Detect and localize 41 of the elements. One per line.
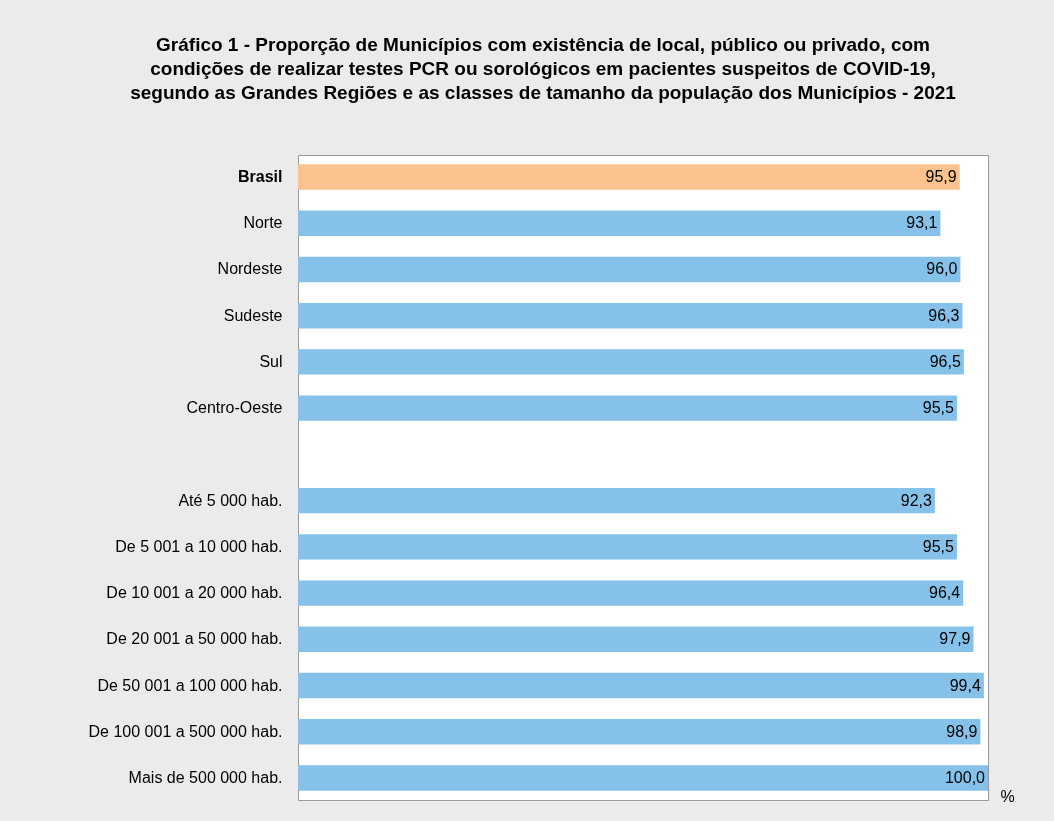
data-label: 95,5 <box>922 537 955 555</box>
y-tick-label: Sudeste <box>223 306 283 324</box>
y-tick-label: Brasil <box>238 167 283 185</box>
y-tick-label: De 10 001 a 20 000 hab. <box>106 584 283 602</box>
y-tick-label: De 5 001 a 10 000 hab. <box>115 537 283 555</box>
data-label: 97,9 <box>939 630 971 648</box>
bar <box>298 672 984 699</box>
bar <box>298 164 960 190</box>
bar <box>298 349 964 375</box>
x-axis-title: % <box>1000 787 1015 805</box>
data-label: 95,5 <box>922 399 955 417</box>
bar <box>298 534 957 560</box>
data-label: 96,4 <box>929 584 961 602</box>
y-tick-label: Sul <box>259 352 283 370</box>
bar <box>298 580 964 606</box>
y-tick-label: Norte <box>243 214 283 232</box>
bar <box>298 626 974 653</box>
data-label: 96,3 <box>928 306 960 324</box>
bar <box>298 487 935 514</box>
y-tick-label: De 100 001 a 500 000 hab. <box>88 722 283 740</box>
data-label: 96,0 <box>926 260 958 278</box>
y-tick-label: Até 5 000 hab. <box>178 491 283 509</box>
data-label: 95,9 <box>925 167 957 185</box>
bar <box>298 719 981 745</box>
bar <box>298 765 988 791</box>
y-tick-label: De 20 001 a 50 000 hab. <box>106 630 283 648</box>
bar <box>298 395 957 421</box>
data-label: 99,4 <box>949 676 981 694</box>
data-label: 96,5 <box>929 352 961 370</box>
bar <box>298 302 963 329</box>
data-label: 93,1 <box>906 214 938 232</box>
data-label: 98,9 <box>946 722 978 740</box>
data-label: 100,0 <box>944 769 986 787</box>
bar <box>298 210 941 236</box>
data-label: 92,3 <box>900 491 932 509</box>
bar <box>298 256 961 283</box>
chart-title: Gráfico 1 - Proporção de Municípios com existência de local, público ou privado, com condições de realizar testes PCR ou sorológicos em pacientes suspeitos de COVID-19, segundo as Grandes Regiões e as classes de tamanho da população dos Municípios - 2021 <box>130 34 957 103</box>
y-tick-label: Nordeste <box>217 260 283 278</box>
y-tick-label: Mais de 500 000 hab. <box>128 769 283 787</box>
y-tick-label: Centro-Oeste <box>186 399 283 417</box>
y-tick-label: De 50 001 a 100 000 hab. <box>97 676 283 694</box>
